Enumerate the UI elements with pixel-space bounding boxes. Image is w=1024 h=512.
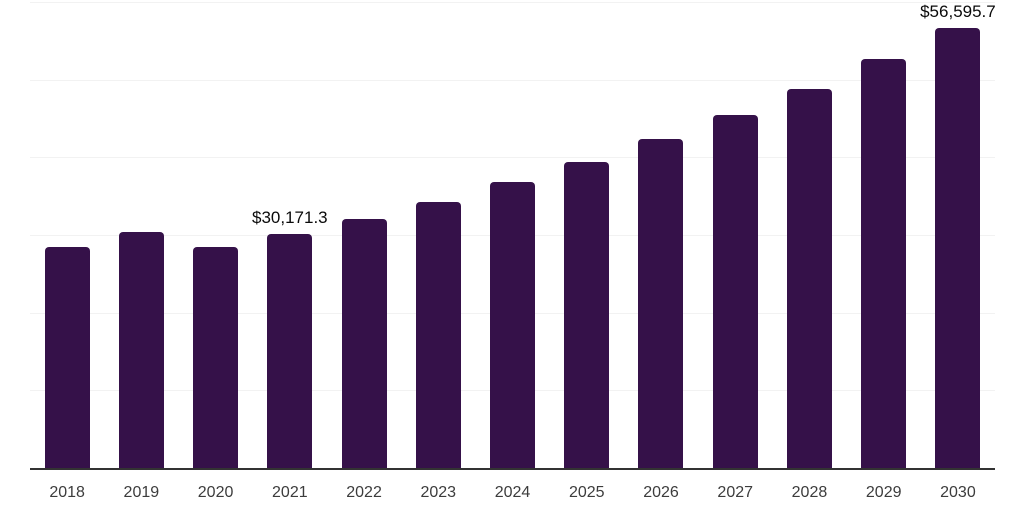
bar-slot-2020 <box>178 2 252 468</box>
bar-slot-2019 <box>104 2 178 468</box>
bar-2021[interactable] <box>267 233 313 468</box>
bar-2028[interactable] <box>786 89 832 468</box>
x-axis-labels: 2018 2019 2020 2021 2022 2023 2024 2025 2026 2027… <box>30 472 995 512</box>
bar-2024[interactable] <box>490 182 536 468</box>
bar-slot-2018 <box>30 2 104 468</box>
x-tick-label-2020: 2020 <box>197 484 234 501</box>
bar-2022[interactable] <box>341 219 387 468</box>
bar-slot-2022 <box>327 2 401 468</box>
x-tick-label-2024: 2024 <box>494 484 531 501</box>
x-tick-label-2029: 2029 <box>865 484 902 501</box>
bar-2023[interactable] <box>415 202 461 468</box>
bar-slot-2021: $30,171.3 <box>251 2 328 468</box>
bar-2026[interactable] <box>638 139 684 468</box>
x-tick-label-2026: 2026 <box>643 484 679 501</box>
x-tick-label-2019: 2019 <box>123 484 160 501</box>
x-tick-label-2025: 2025 <box>568 484 605 501</box>
x-axis-line <box>30 468 995 470</box>
bar-2019[interactable] <box>118 231 164 468</box>
data-label-2030: $56,595.7 <box>920 2 996 22</box>
bar-2018[interactable] <box>44 246 90 468</box>
bar-2025[interactable] <box>564 162 610 468</box>
bar-slot-2030: $56,595.7 <box>920 2 996 468</box>
bar-2027[interactable] <box>712 115 758 468</box>
x-tick-label-2028: 2028 <box>791 484 828 501</box>
bar-slot-2027 <box>698 2 772 468</box>
bar-2020[interactable] <box>193 247 239 468</box>
plot-area: $30,171.3 $56,595.7 <box>30 2 996 470</box>
x-tick-label-2030: 2030 <box>940 484 976 501</box>
bar-slot-2024 <box>475 2 549 468</box>
bar-2029[interactable] <box>861 59 907 468</box>
x-tick-label-2023: 2023 <box>420 484 457 501</box>
x-tick-label-2018: 2018 <box>49 484 85 501</box>
bar-slot-2028 <box>772 2 846 468</box>
bars-container: $30,171.3 $56,595.7 <box>30 2 996 468</box>
bar-slot-2029 <box>847 2 921 468</box>
data-label-2021: $30,171.3 <box>251 207 328 227</box>
bar-slot-2023 <box>401 2 475 468</box>
x-tick-label-2027: 2027 <box>717 484 754 501</box>
bar-slot-2026 <box>624 2 698 468</box>
x-tick-label-2021: 2021 <box>272 484 308 501</box>
x-tick-label-2022: 2022 <box>346 484 382 501</box>
bar-slot-2025 <box>550 2 624 468</box>
bar-2030[interactable] <box>935 28 981 468</box>
